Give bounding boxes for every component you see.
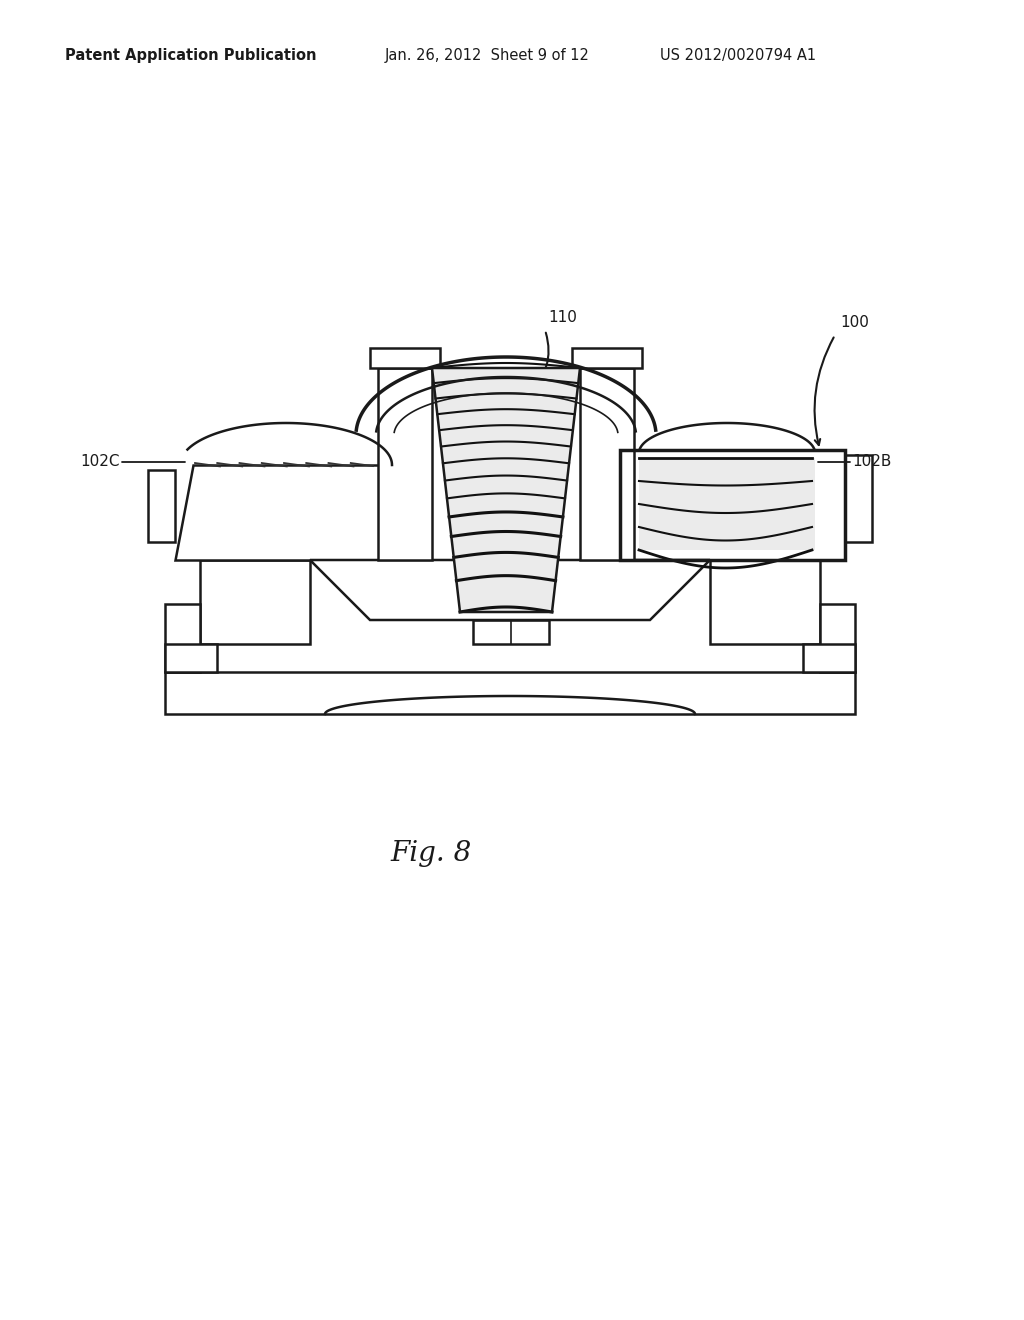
Polygon shape: [710, 560, 820, 644]
Polygon shape: [845, 455, 872, 543]
Text: US 2012/0020794 A1: US 2012/0020794 A1: [660, 48, 816, 63]
Polygon shape: [473, 620, 549, 644]
Polygon shape: [200, 560, 310, 644]
Polygon shape: [580, 368, 634, 560]
Text: Fig. 8: Fig. 8: [390, 840, 471, 867]
Polygon shape: [620, 450, 845, 560]
Polygon shape: [370, 348, 440, 368]
Polygon shape: [165, 672, 855, 714]
Text: 110: 110: [548, 310, 577, 325]
Polygon shape: [148, 470, 175, 543]
Text: 100: 100: [840, 315, 869, 330]
Text: 102C: 102C: [81, 454, 120, 470]
Text: Patent Application Publication: Patent Application Publication: [65, 48, 316, 63]
Polygon shape: [572, 348, 642, 368]
Polygon shape: [378, 368, 432, 560]
Polygon shape: [432, 368, 580, 612]
Polygon shape: [803, 644, 855, 672]
Polygon shape: [310, 560, 710, 620]
Polygon shape: [175, 465, 390, 560]
Polygon shape: [165, 644, 217, 672]
Polygon shape: [639, 458, 815, 550]
Polygon shape: [820, 605, 855, 672]
Text: Jan. 26, 2012  Sheet 9 of 12: Jan. 26, 2012 Sheet 9 of 12: [385, 48, 590, 63]
Text: 102B: 102B: [852, 454, 891, 470]
Polygon shape: [165, 605, 200, 672]
